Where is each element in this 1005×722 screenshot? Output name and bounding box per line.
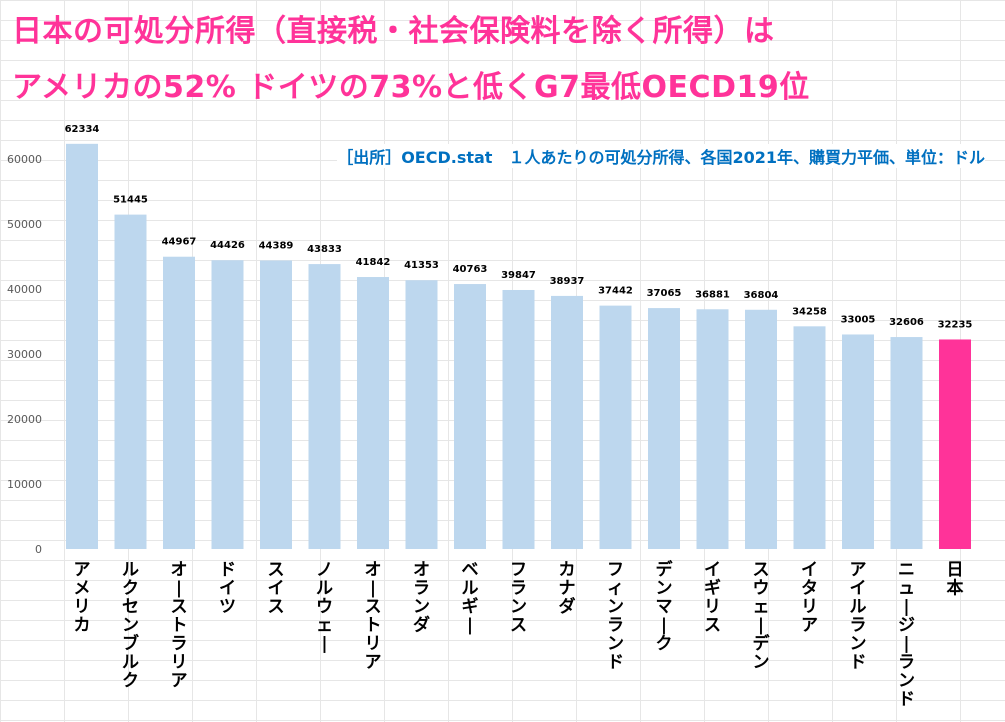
- y-tick-label: 30000: [7, 348, 42, 361]
- y-tick-label: 60000: [7, 153, 42, 166]
- bar: [599, 305, 632, 549]
- data-label: 39847: [501, 270, 536, 281]
- x-tick-label: フィンランド: [607, 560, 624, 673]
- bar: [114, 214, 147, 550]
- data-label: 41353: [404, 260, 439, 271]
- bar: [502, 289, 535, 549]
- x-tick-label: ノルウェ|: [316, 560, 333, 654]
- data-label: 36804: [744, 290, 779, 301]
- bar: [793, 326, 826, 549]
- bar: [939, 339, 971, 549]
- y-tick-label: 10000: [7, 478, 42, 491]
- x-tick-label: アメリカ: [74, 560, 91, 636]
- data-label: 44389: [259, 240, 294, 251]
- bar: [66, 143, 98, 550]
- bar: [405, 280, 438, 549]
- x-tick-label: イギリス: [704, 560, 721, 636]
- y-tick-label: 20000: [7, 413, 42, 426]
- x-tick-label: 日本: [947, 560, 964, 599]
- x-tick-label: オ|ストリア: [365, 560, 382, 673]
- data-label: 32235: [938, 319, 973, 330]
- data-label: 40763: [453, 264, 488, 275]
- y-tick-label: 40000: [7, 283, 42, 296]
- data-label: 37442: [598, 286, 633, 297]
- x-axis: アメリカ ルクセンブルク オ|ストラリア ドイツ スイス ノルウェ| オ|ストリア オランダ ベ…: [74, 559, 964, 710]
- x-tick-label: ドイツ: [219, 560, 236, 617]
- chart-title-line-2: アメリカの52% ドイツの73%と低くG7最低OECD19位: [12, 70, 810, 105]
- x-tick-label: スウェ|デン: [753, 560, 771, 673]
- x-tick-label: オ|ストラリア: [171, 560, 188, 691]
- source-note: ［出所］OECD.stat １人あたりの可処分所得、各国2021年、購買力平価、…: [337, 144, 985, 168]
- chart-title-line-1: 日本の可処分所得（直接税・社会保険料を除く所得）は: [12, 14, 775, 49]
- data-label: 41842: [356, 257, 391, 268]
- data-label: 44967: [162, 237, 197, 248]
- bar: [648, 308, 680, 549]
- data-label: 36881: [695, 289, 730, 300]
- data-label: 62334: [65, 124, 100, 135]
- data-label: 32606: [889, 317, 924, 328]
- x-tick-label: イタリア: [801, 560, 818, 636]
- data-label: 37065: [647, 288, 682, 299]
- y-tick-label: 0: [35, 543, 42, 556]
- bar: [211, 260, 244, 549]
- data-labels: 62334 51445 44967 44426 44389 43833 41842 41353…: [65, 124, 973, 331]
- x-tick-label: フランス: [510, 560, 527, 636]
- x-tick-label: アイルランド: [850, 560, 867, 673]
- x-tick-label: ニュ|ジ|ランド: [898, 560, 915, 710]
- data-label: 33005: [841, 314, 876, 325]
- x-tick-label: スイス: [268, 560, 285, 617]
- bars: [66, 143, 971, 550]
- x-tick-label: オランダ: [413, 560, 430, 636]
- x-tick-label: ルクセンブルク: [122, 560, 139, 691]
- x-tick-label: カナダ: [559, 560, 576, 617]
- bar: [454, 284, 486, 549]
- bar: [551, 295, 583, 549]
- bar: [357, 277, 389, 549]
- bar: [745, 309, 777, 549]
- y-tick-label: 50000: [7, 218, 42, 231]
- bar: [163, 256, 195, 549]
- bar: [308, 264, 341, 549]
- x-tick-label: ベルギ|: [462, 560, 479, 636]
- bar: [696, 309, 729, 549]
- data-label: 38937: [550, 276, 585, 287]
- data-label: 51445: [113, 195, 148, 206]
- data-label: 34258: [792, 306, 827, 317]
- bar: [890, 337, 923, 549]
- data-label: 44426: [210, 240, 245, 251]
- bar: [260, 260, 292, 549]
- data-label: 43833: [307, 244, 342, 255]
- y-axis: 0 10000 20000 30000 40000 50000 60000: [7, 153, 42, 556]
- x-tick-label: デンマ|ク: [656, 559, 674, 654]
- bar: [842, 334, 874, 549]
